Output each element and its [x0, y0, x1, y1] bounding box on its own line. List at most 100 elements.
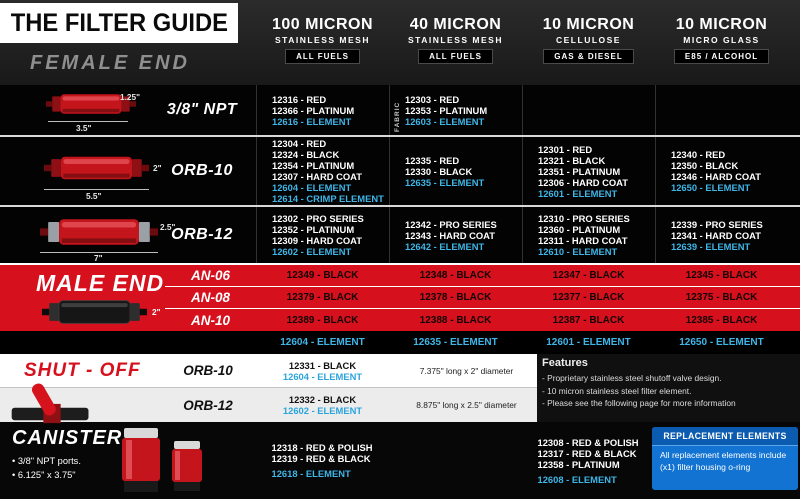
male-end-band: MALE END AN-06 12349 - BLACK 12348 - BLA…	[0, 263, 800, 331]
canister-heading: CANISTER	[12, 427, 123, 449]
row-label-orb12: ORB-12	[183, 397, 233, 413]
part-number: 12610 - ELEMENT	[538, 246, 618, 257]
row-label-an10: AN-10	[190, 312, 230, 328]
part-number: 12343 - HARD COAT	[405, 229, 495, 241]
parts-cell: 12340 - RED 12350 - BLACK 12346 - HARD COA…	[655, 137, 788, 205]
column-title: 10 MICRON	[675, 16, 768, 33]
parts-cell: 12303 - RED 12353 - PLATINUM 12603 - ELEME…	[389, 85, 522, 135]
part-number: - Please see the following page for more…	[542, 398, 736, 408]
size-note: 8.875" long x 2.5" diameter	[416, 400, 517, 410]
parts-cell: 12332 - BLACK 12602 - ELEMENT	[256, 388, 389, 422]
parts-cell: 12304 - RED 12324 - BLACK 12354 - PLATINUM…	[256, 137, 389, 205]
part-number: 12375 - BLACK	[685, 292, 758, 303]
part-number: 12642 - ELEMENT	[405, 240, 485, 252]
dimension-line	[44, 189, 149, 190]
part-number: 12347 - BLACK	[552, 270, 625, 281]
parts-cell: 12339 - PRO SERIES 12341 - HARD COAT 12639…	[655, 207, 788, 263]
parts-cell: 12318 - RED & POLISH 12319 - RED & BLACK 1…	[256, 422, 389, 499]
part-number: 12602 - ELEMENT	[272, 246, 352, 257]
column-subtitle: MICRO GLASS	[683, 35, 760, 45]
replacement-elements-title: REPLACEMENT ELEMENTS	[652, 427, 798, 446]
row-label-orb12: ORB-12	[171, 226, 233, 243]
part-number: 12635 - ELEMENT	[405, 176, 485, 188]
part-number: 12316 - RED	[272, 93, 327, 105]
part-number: 12345 - BLACK	[685, 270, 758, 281]
part-number: 12360 - PLATINUM	[538, 224, 621, 235]
part-number: 12339 - PRO SERIES	[671, 218, 763, 230]
part-number: 12321 - BLACK	[538, 154, 606, 166]
part-number: 12603 - ELEMENT	[405, 115, 485, 127]
features-title: Features	[542, 357, 588, 369]
part-number: 12618 - ELEMENT	[271, 468, 351, 479]
row-label-an08: AN-08	[190, 290, 230, 305]
column-subtitle: STAINLESS MESH	[275, 35, 370, 45]
dimension-label: 2"	[153, 163, 162, 173]
dimension-line	[48, 121, 128, 122]
part-number: 12324 - BLACK	[272, 149, 340, 160]
column-subtitle: STAINLESS MESH	[408, 35, 503, 45]
part-number: 12601 - ELEMENT	[538, 187, 618, 199]
part-number: 12650 - ELEMENT	[679, 337, 764, 348]
part-number: 12604 - ELEMENT	[280, 337, 365, 348]
female-row-orb12: 2.5" 7" ORB-12 12302 - PRO SERIES 12352 -…	[0, 207, 800, 263]
part-number: 12341 - HARD COAT	[671, 229, 761, 241]
shutoff-row-orb12: ORB-12 12332 - BLACK 12602 - ELEMENT 8.87…	[0, 388, 537, 422]
part-number: 12389 - BLACK	[286, 314, 359, 326]
female-row-npt: 1.25" 3.5" 3/8" NPT FABRIC 12316 - RED 12…	[0, 85, 800, 137]
fuel-badge: E85 / ALCOHOL	[673, 49, 770, 64]
part-number: 12351 - PLATINUM	[538, 165, 621, 177]
part-number: 12311 - HARD COAT	[538, 235, 628, 246]
part-number: 12353 - PLATINUM	[405, 104, 488, 116]
dimension-label: 2"	[152, 307, 161, 317]
part-number: 12650 - ELEMENT	[671, 182, 751, 193]
column-subtitle: CELLULOSE	[556, 35, 621, 45]
part-number: 12366 - PLATINUM	[272, 104, 355, 116]
part-number: 12358 - PLATINUM	[537, 458, 620, 470]
female-row-orb10: 2" 5.5" ORB-10 12304 - RED 12324 - BLACK 1…	[0, 137, 800, 207]
part-number: 12319 - RED & BLACK	[271, 453, 371, 464]
part-number: 12330 - BLACK	[405, 165, 473, 177]
part-number: 12616 - ELEMENT	[272, 115, 352, 127]
header: THE FILTER GUIDE FEMALE END 100 MICRON S…	[0, 0, 800, 85]
part-number: 12302 - PRO SERIES	[272, 213, 364, 224]
column-header-40-micron: 40 MICRON STAINLESS MESH ALL FUELS	[389, 16, 522, 64]
row-label-npt: 3/8" NPT	[166, 101, 238, 118]
part-number: 12385 - BLACK	[685, 314, 758, 326]
part-number: 12304 - RED	[272, 138, 327, 149]
column-title: 10 MICRON	[542, 16, 635, 33]
part-number: 12388 - BLACK	[419, 314, 492, 326]
canister-section: CANISTER • 3/8" NPT ports. • 6.125" x 3.7…	[0, 422, 800, 499]
male-end-section: MALE END AN-06 12349 - BLACK 12348 - BLA…	[0, 263, 800, 354]
part-number: 12387 - BLACK	[552, 314, 625, 326]
parts-cell: 12316 - RED 12366 - PLATINUM 12616 - ELEME…	[256, 85, 389, 135]
parts-cell: 12301 - RED 12321 - BLACK 12351 - PLATINUM…	[522, 137, 655, 205]
features-block: Features - Proprietary stainless steel s…	[542, 357, 798, 410]
part-number: 12332 - BLACK	[288, 394, 357, 405]
column-header-10-micron-micro-glass: 10 MICRON MICRO GLASS E85 / ALCOHOL	[655, 16, 788, 64]
canister-filters-image	[122, 428, 202, 492]
part-number: 12354 - PLATINUM	[272, 160, 355, 171]
parts-cell: 12342 - PRO SERIES 12343 - HARD COAT 12642…	[389, 207, 522, 263]
black-filter-image	[42, 300, 147, 324]
male-elements-row: 12604 - ELEMENT 12635 - ELEMENT 12601 - …	[0, 331, 800, 354]
row-label-an06: AN-06	[190, 268, 230, 283]
shutoff-section: SHUT - OFF ORB-10 12331 - BLACK 12604 - E…	[0, 354, 800, 424]
part-number: 12307 - HARD COAT	[272, 171, 362, 182]
part-number: 12352 - PLATINUM	[272, 224, 355, 235]
parts-cell: 12308 - RED & POLISH 12317 - RED & BLACK 1…	[522, 422, 655, 499]
parts-cell	[522, 85, 655, 135]
part-number: 12379 - BLACK	[286, 292, 359, 303]
dimension-label: 3.5"	[76, 123, 92, 133]
part-number: 12335 - RED	[405, 154, 460, 166]
male-row-an10: AN-10 12389 - BLACK 12388 - BLACK 12387 …	[165, 309, 800, 331]
male-row-an06: AN-06 12349 - BLACK 12348 - BLACK 12347 …	[165, 265, 800, 287]
parts-cell: 12335 - RED 12330 - BLACK 12635 - ELEMENT	[389, 137, 522, 205]
part-number: 12378 - BLACK	[419, 292, 492, 303]
red-filter-image	[40, 219, 158, 245]
part-number: 12608 - ELEMENT	[537, 473, 617, 485]
shutoff-heading: SHUT - OFF	[24, 360, 141, 381]
shutoff-panel: SHUT - OFF ORB-10 12331 - BLACK 12604 - E…	[0, 354, 537, 422]
part-number: 12604 - ELEMENT	[282, 370, 363, 382]
parts-cell: 12331 - BLACK 12604 - ELEMENT	[256, 354, 389, 387]
